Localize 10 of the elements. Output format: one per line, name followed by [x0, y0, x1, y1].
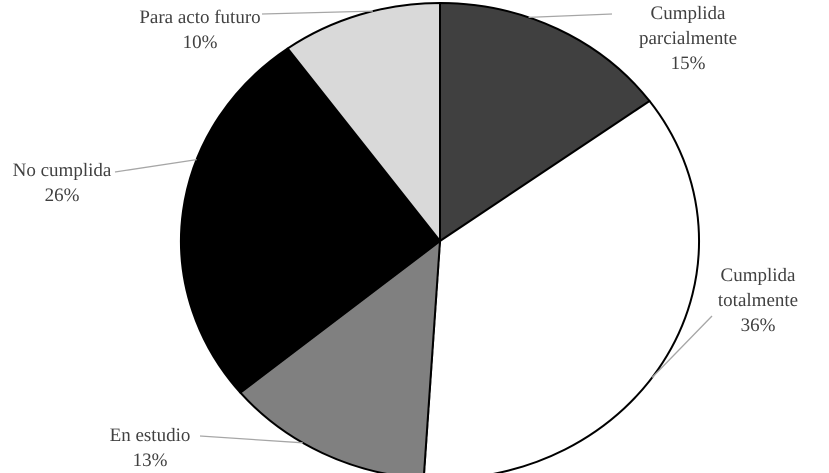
data-label: 36% — [740, 315, 776, 336]
data-label: 15% — [670, 53, 706, 74]
slice-label: Para acto futuro — [139, 7, 261, 28]
slice-label: Cumplida totalmente — [718, 265, 798, 311]
data-label: 13% — [132, 450, 168, 471]
slice-label: No cumplida — [12, 160, 112, 181]
data-label: 10% — [182, 32, 218, 53]
slice-label: En estudio — [110, 425, 190, 446]
slice-label: Cumplida parcialmente — [638, 3, 738, 49]
data-label: 26% — [44, 185, 80, 206]
